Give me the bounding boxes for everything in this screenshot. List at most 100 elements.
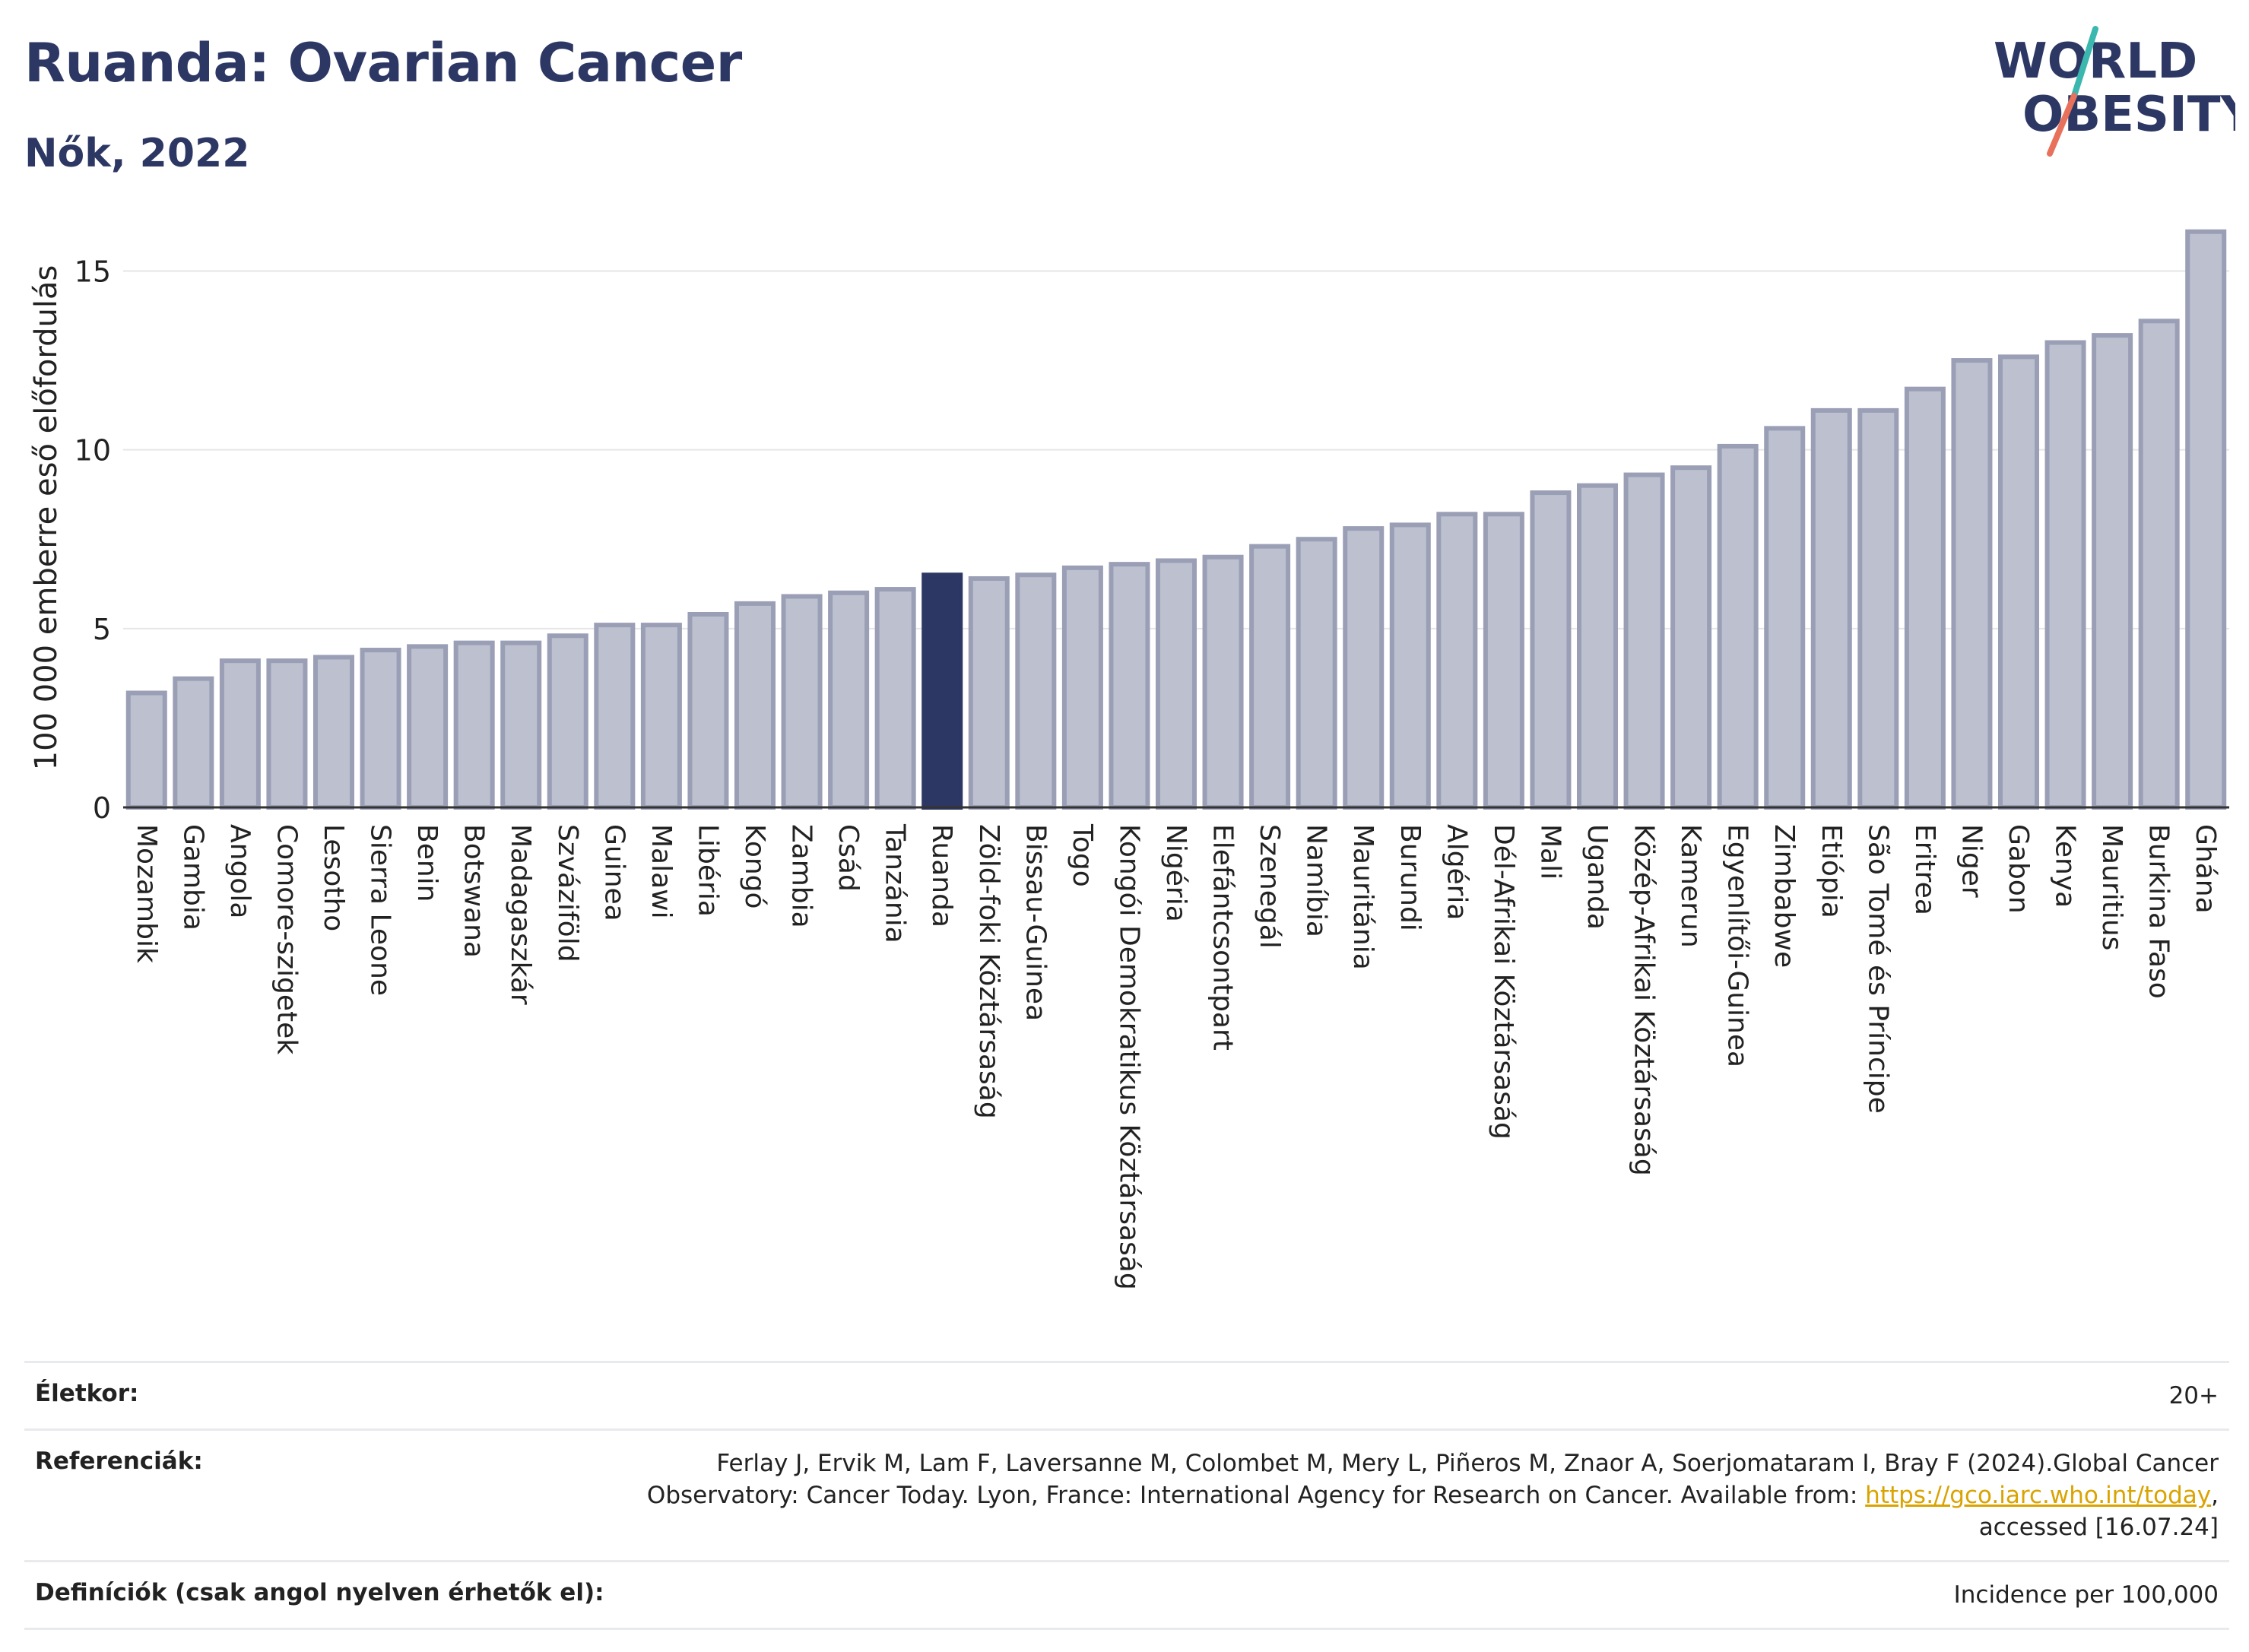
- bar: [1576, 483, 1619, 810]
- x-tick-label: Ruanda: [926, 824, 957, 927]
- x-tick-label: Tanzánia: [880, 823, 911, 943]
- logo-text-world: WORLD: [1994, 33, 2197, 90]
- bar-chart: 0 5 10 15 100 000 emberre eső előfordulás Moz…: [29, 229, 2229, 1290]
- y-tick-label: 10: [75, 434, 111, 468]
- bar: [594, 623, 636, 810]
- bar: [1623, 472, 1665, 810]
- x-tick-label: Bissau-Guinea: [1020, 824, 1051, 1021]
- bar: [547, 633, 588, 810]
- references-value: Ferlay J, Ervik M, Lam F, Laversanne M, …: [622, 1447, 2219, 1543]
- bar: [1015, 572, 1057, 810]
- info-row-age: Életkor: 20+: [24, 1361, 2229, 1428]
- bar: [1249, 544, 1291, 810]
- x-tick-label: Zöld-foki Köztársaság: [973, 824, 1004, 1119]
- x-tick-label: Botswana: [458, 824, 490, 958]
- x-tick-label: Gambia: [177, 824, 208, 931]
- bar: [1436, 512, 1478, 810]
- logo-slash-coral: [2047, 93, 2077, 157]
- x-tick-label: Uganda: [1581, 824, 1613, 930]
- x-tick-label: Elefántcsontpart: [1207, 824, 1239, 1051]
- bar: [687, 612, 729, 810]
- x-tick-label: Dél-Afrikai Köztársaság: [1488, 824, 1519, 1140]
- world-obesity-logo: WORLD OBESITY: [1994, 26, 2235, 157]
- x-tick-label: Benin: [411, 824, 443, 902]
- bar: [173, 676, 214, 810]
- x-tick-label: Madagaszkár: [505, 824, 536, 1005]
- x-tick-label: Csád: [833, 824, 864, 892]
- x-tick-label: Kamerun: [1675, 824, 1706, 948]
- x-tick-label: Lesotho: [318, 824, 349, 931]
- x-tick-label: Mauritius: [2096, 824, 2127, 950]
- x-tick-label: Közép-Afrikai Köztársaság: [1629, 824, 1660, 1176]
- bar: [640, 623, 682, 810]
- x-tick-label: Malawi: [646, 824, 677, 919]
- bar: [1483, 512, 1524, 810]
- bar: [2138, 319, 2180, 810]
- bar: [968, 576, 1010, 810]
- reference-link[interactable]: https://gco.iarc.who.int/today: [1865, 1482, 2212, 1509]
- bar: [828, 590, 870, 810]
- x-tick-label: Mozambik: [131, 824, 162, 963]
- x-tick-label: Kongó: [739, 824, 770, 909]
- info-row-definitions: Definíciók (csak angol nyelven érhetők e…: [24, 1560, 2229, 1630]
- x-tick-label: Burundi: [1394, 824, 1426, 931]
- bar: [1904, 386, 1946, 810]
- bar: [1764, 426, 1806, 810]
- x-tick-label: Szenegál: [1254, 824, 1285, 949]
- definitions-label: Definíciók (csak angol nyelven érhetők e…: [35, 1579, 604, 1606]
- bar: [312, 655, 355, 810]
- bar: [734, 601, 776, 810]
- bar: [125, 690, 167, 810]
- bar: [1810, 407, 1852, 810]
- bar: [219, 658, 261, 810]
- x-tick-label: Mauritánia: [1347, 824, 1378, 970]
- reference-accessed: , accessed [16.07.24]: [1978, 1482, 2219, 1541]
- bar: [1109, 562, 1150, 810]
- y-tick-label: 15: [75, 255, 111, 288]
- bar: [2044, 340, 2086, 810]
- bar: [1670, 465, 1712, 810]
- x-tick-label: Etiópia: [1816, 824, 1847, 918]
- bar: [500, 640, 542, 810]
- x-tick-label: Nigéria: [1160, 824, 1191, 922]
- bar: [1857, 407, 1899, 810]
- x-tick-label: Gabon: [2003, 824, 2034, 914]
- page-subtitle: Nők, 2022: [24, 131, 250, 176]
- bar: [453, 640, 495, 810]
- x-tick-label: Kongói Demokratikus Köztársaság: [1113, 824, 1144, 1290]
- x-tick-label: Guinea: [598, 824, 630, 921]
- references-label: Referenciák:: [35, 1447, 203, 1475]
- bar: [266, 658, 308, 810]
- y-tick-label: 0: [93, 791, 111, 825]
- page-title: Ruanda: Ovarian Cancer: [24, 32, 742, 94]
- bar: [781, 594, 823, 810]
- bar: [921, 572, 963, 810]
- y-tick-label: 5: [93, 613, 111, 646]
- x-tick-label: São Tomé és Príncipe: [1862, 824, 1893, 1114]
- bar: [2092, 333, 2133, 810]
- x-tick-label: Egyenlítői-Guinea: [1722, 824, 1753, 1067]
- x-tick-label: Sierra Leone: [365, 824, 396, 996]
- x-tick-label: Ghána: [2190, 824, 2221, 914]
- bar: [1717, 443, 1759, 810]
- definitions-value: Incidence per 100,000: [1953, 1581, 2219, 1609]
- bar: [1155, 558, 1197, 810]
- x-tick-label: Namíbia: [1301, 824, 1332, 937]
- x-tick-label: Libéria: [692, 824, 723, 917]
- bar: [1997, 354, 2040, 810]
- bar: [2185, 229, 2227, 810]
- logo-slash-teal: [2071, 26, 2098, 99]
- x-tick-label: Angola: [224, 824, 255, 918]
- bar: [1530, 490, 1572, 810]
- bar: [874, 587, 916, 810]
- x-tick-label: Mali: [1534, 824, 1565, 880]
- bar: [1061, 565, 1103, 810]
- bar: [407, 644, 449, 810]
- bar: [1389, 522, 1431, 810]
- x-tick-label: Kenya: [2050, 824, 2081, 908]
- bar: [1951, 358, 1993, 810]
- bar: [1296, 537, 1337, 810]
- info-row-references: Referenciák: Ferlay J, Ervik M, Lam F, L…: [24, 1428, 2229, 1560]
- x-tick-label: Comore-szigetek: [271, 824, 302, 1054]
- age-label: Életkor:: [35, 1380, 139, 1407]
